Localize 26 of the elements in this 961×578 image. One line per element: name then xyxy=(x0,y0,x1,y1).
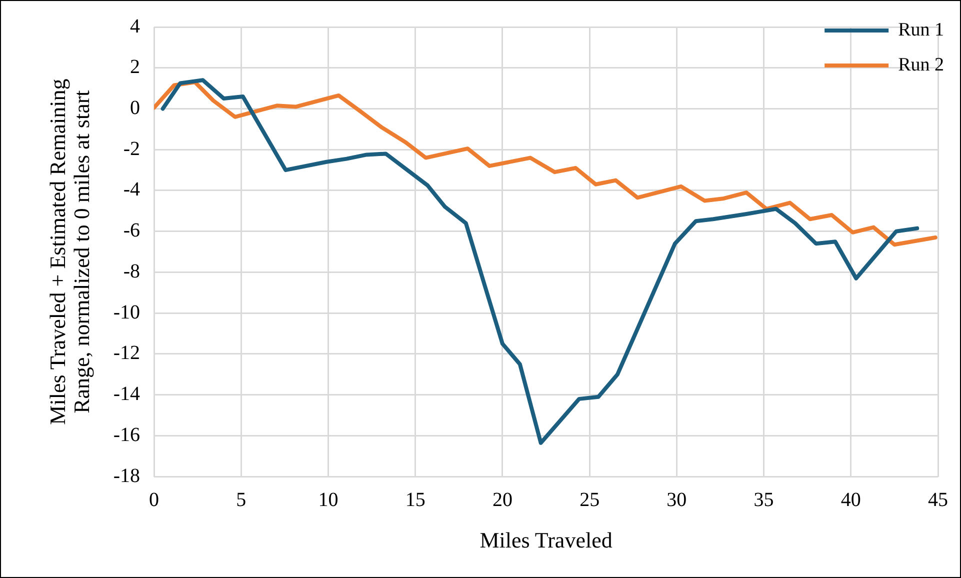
x-tick-label: 40 xyxy=(840,488,861,511)
x-tick-label: 20 xyxy=(492,488,512,511)
y-tick-label: -18 xyxy=(113,464,140,487)
y-tick-label: -14 xyxy=(113,383,140,406)
y-tick-label: -10 xyxy=(113,301,140,324)
y-tick-label: -6 xyxy=(123,220,140,242)
y-tick-label: -8 xyxy=(123,260,140,282)
x-axis-title: Miles Traveled xyxy=(480,528,612,553)
y-tick-label: 4 xyxy=(130,15,140,38)
y-tick-label: 2 xyxy=(130,56,140,78)
y-tick-label: 0 xyxy=(130,96,140,119)
x-tick-label: 5 xyxy=(236,488,246,511)
y-axis-title: Miles Traveled + Estimated Remaining Range, normalized to 0 miles at start xyxy=(44,78,94,425)
y-tick-label: -16 xyxy=(113,424,140,446)
x-tick-label: 45 xyxy=(928,488,948,511)
y-tick-label: -12 xyxy=(113,342,140,364)
legend-label: Run 2 xyxy=(898,54,944,76)
x-tick-label: 0 xyxy=(149,488,160,511)
x-tick-label: 25 xyxy=(580,488,600,511)
y-tick-label: -2 xyxy=(123,138,140,160)
legend-label: Run 1 xyxy=(898,19,944,40)
y-tick-label: -4 xyxy=(123,178,140,201)
x-tick-label: 10 xyxy=(318,488,338,511)
x-tick-label: 35 xyxy=(754,488,774,511)
x-tick-label: 15 xyxy=(405,488,426,511)
x-tick-label: 30 xyxy=(666,488,687,511)
